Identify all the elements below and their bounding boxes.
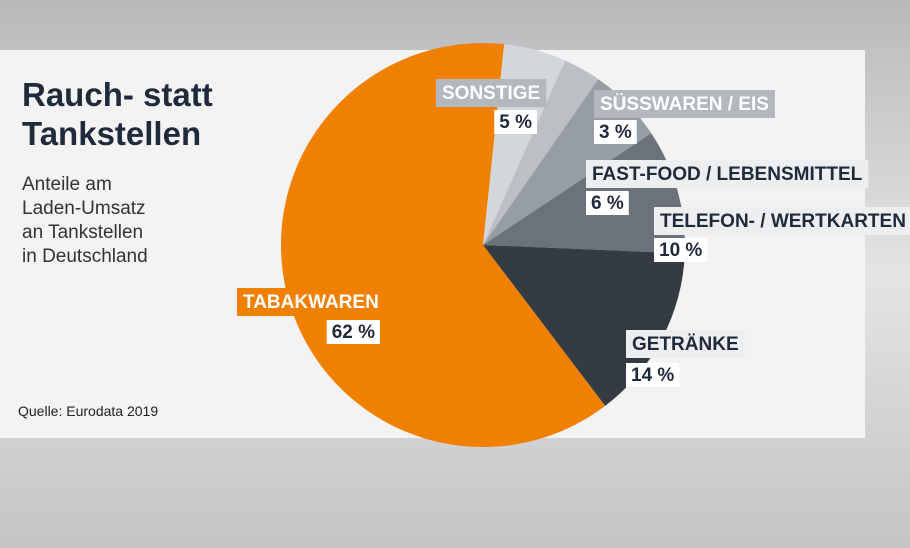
value-label: 3 % [599,122,632,143]
subtitle-line: Laden-Umsatz [22,198,146,219]
value-label: 6 % [591,193,624,214]
source: Quelle: Eurodata 2019 [18,403,158,419]
category-label: SÜSSWAREN / EIS [600,94,769,115]
category-label: GETRÄNKE [632,334,739,355]
label-box [586,160,869,188]
subtitle-line: an Tankstellen [22,222,143,243]
label-box [436,79,547,107]
value-box [654,238,708,262]
category-label: TELEFON- / WERTKARTEN [660,211,906,232]
label-box [237,288,385,316]
value-box [594,120,637,144]
pie-slice [280,42,606,447]
category-label: TABAKWAREN [243,292,379,313]
value-label: 62 % [332,322,375,343]
value-box [326,320,380,344]
value-box [586,191,629,215]
title-line: Tankstellen [22,115,201,152]
category-label: SONSTIGE [442,83,540,104]
label-box [626,330,745,358]
subtitle-line: in Deutschland [22,246,148,267]
label-box [654,207,910,235]
value-label: 10 % [659,240,702,261]
pie-slice [483,60,599,245]
title-line: Rauch- statt [22,76,213,113]
value-box [494,110,537,134]
label-box [594,90,775,118]
value-label: 14 % [631,365,674,386]
value-box [626,363,680,387]
value-label: 5 % [499,112,532,133]
subtitle-line: Anteile am [22,174,112,195]
category-label: FAST-FOOD / LEBENSMITTEL [592,164,863,185]
